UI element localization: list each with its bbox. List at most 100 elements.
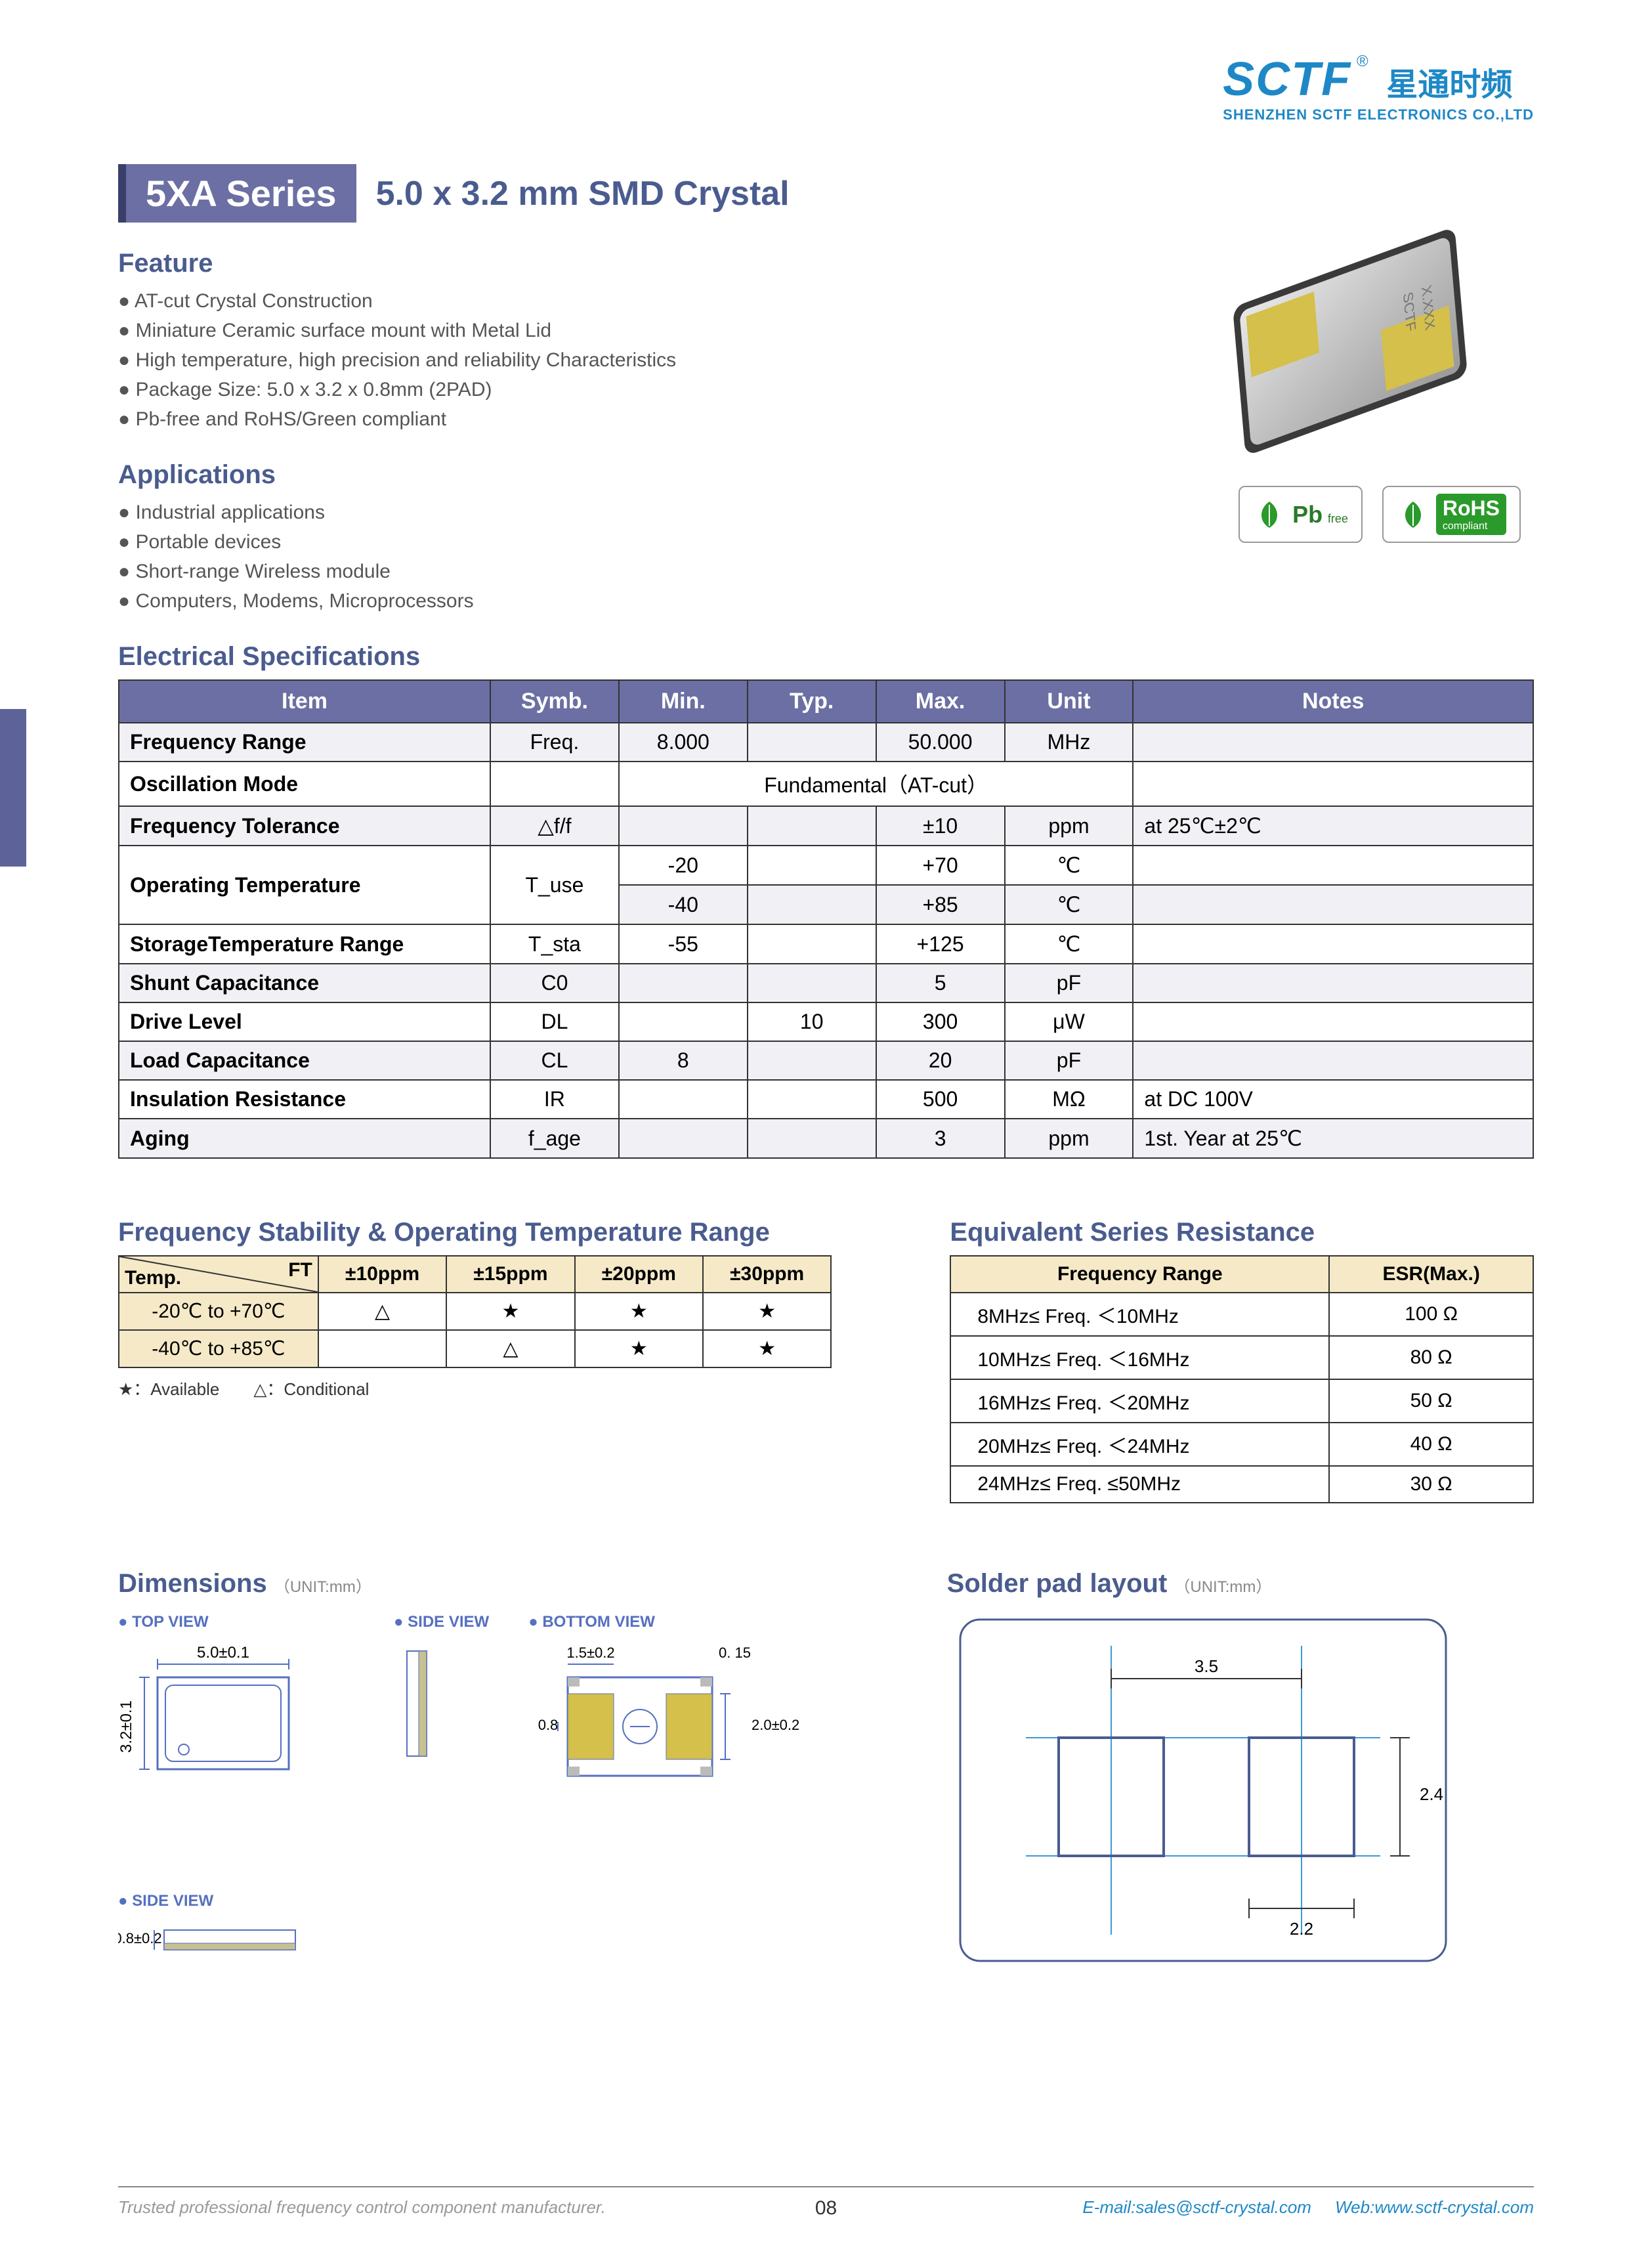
table-cell: ★ [446, 1293, 574, 1330]
table-cell: Shunt Capacitance [119, 964, 490, 1002]
table-cell [1133, 885, 1533, 924]
unit-text-2: （UNIT:mm） [1174, 1578, 1271, 1596]
table-cell: T_sta [490, 924, 619, 964]
side-view-label: ● SIDE VIEW [118, 1892, 354, 1910]
esr-heading: Equivalent Series Resistance [950, 1218, 1534, 1247]
table-cell: 50.000 [876, 723, 1005, 762]
svg-text:3.2±0.1: 3.2±0.1 [118, 1700, 135, 1753]
table-cell: C0 [490, 964, 619, 1002]
table-cell: Frequency Range [119, 723, 490, 762]
table-cell: -40 [619, 885, 748, 924]
rohs-badge: RoHScompliant [1382, 486, 1521, 543]
table-cell: 20MHz≤ Freq. ＜24MHz [950, 1423, 1329, 1466]
leaf-icon [1253, 498, 1286, 531]
table-cell [619, 1002, 748, 1041]
table-cell: StorageTemperature Range [119, 924, 490, 964]
product-image: SCTF X.XXX [1179, 223, 1521, 460]
unit-text: （UNIT:mm） [274, 1578, 371, 1596]
rohs-sub: compliant [1443, 521, 1500, 532]
table-header: Item [119, 680, 490, 723]
table-cell [1133, 846, 1533, 885]
table-cell [748, 1119, 876, 1158]
table-cell: 20 [876, 1041, 1005, 1080]
table-cell: -20℃ to +70℃ [119, 1293, 318, 1330]
table-header: Frequency Range [950, 1256, 1329, 1293]
product-title: 5.0 x 3.2 mm SMD Crystal [376, 174, 790, 213]
table-cell [748, 1041, 876, 1080]
table-cell: ★ [703, 1330, 831, 1367]
table-cell: 5 [876, 964, 1005, 1002]
table-cell: f_age [490, 1119, 619, 1158]
table-cell [748, 885, 876, 924]
bottom-view-diagram: 1.5±0.2 0. 15 [528, 1638, 804, 1835]
table-cell: Load Capacitance [119, 1041, 490, 1080]
table-cell: CL [490, 1041, 619, 1080]
table-cell [318, 1330, 446, 1367]
bottom-view-label: ● BOTTOM VIEW [528, 1613, 804, 1631]
table-cell: 300 [876, 1002, 1005, 1041]
table-cell [490, 762, 619, 806]
svg-text:5.0±0.1: 5.0±0.1 [197, 1644, 249, 1662]
freq-stab-table: FTTemp.±10ppm±15ppm±20ppm±30ppm-20℃ to +… [118, 1255, 832, 1368]
logo-reg: ® [1357, 53, 1368, 70]
table-cell: +125 [876, 924, 1005, 964]
table-cell [748, 1080, 876, 1119]
table-header: Unit [1005, 680, 1133, 723]
table-cell [619, 1119, 748, 1158]
table-cell: -55 [619, 924, 748, 964]
table-cell [1133, 924, 1533, 964]
table-cell: pF [1005, 1041, 1133, 1080]
freq-stab-heading: Frequency Stability & Operating Temperat… [118, 1218, 832, 1247]
table-cell: ppm [1005, 1119, 1133, 1158]
table-cell [1133, 964, 1533, 1002]
table-cell: Freq. [490, 723, 619, 762]
list-item: Computers, Modems, Microprocessors [118, 586, 1534, 616]
table-cell: 8.000 [619, 723, 748, 762]
table-cell: 40 Ω [1329, 1423, 1533, 1466]
table-header: ±10ppm [318, 1256, 446, 1293]
table-cell: 3 [876, 1119, 1005, 1158]
table-cell: T_use [490, 846, 619, 924]
table-cell: at 25℃±2℃ [1133, 806, 1533, 846]
table-header: FTTemp. [119, 1256, 318, 1293]
table-header: Notes [1133, 680, 1533, 723]
table-cell: ★ [575, 1293, 703, 1330]
page-number: 08 [815, 2197, 837, 2220]
table-header: ESR(Max.) [1329, 1256, 1533, 1293]
table-cell [1133, 1041, 1533, 1080]
svg-text:1.5±0.2: 1.5±0.2 [567, 1644, 615, 1661]
table-cell: -20 [619, 846, 748, 885]
table-header: Symb. [490, 680, 619, 723]
table-header: Max. [876, 680, 1005, 723]
table-cell: ℃ [1005, 924, 1133, 964]
table-cell: Aging [119, 1119, 490, 1158]
list-item: Short-range Wireless module [118, 557, 1534, 586]
table-cell: 80 Ω [1329, 1336, 1533, 1379]
solder-pad-heading: Solder pad layout （UNIT:mm） [947, 1569, 1534, 1599]
table-cell: Operating Temperature [119, 846, 490, 924]
dimensions-heading: Dimensions （UNIT:mm） [118, 1569, 881, 1599]
table-cell: IR [490, 1080, 619, 1119]
table-cell: DL [490, 1002, 619, 1041]
table-cell: ℃ [1005, 885, 1133, 924]
table-cell [748, 964, 876, 1002]
table-cell: △ [318, 1293, 446, 1330]
table-header: Min. [619, 680, 748, 723]
table-cell: 8MHz≤ Freq. ＜10MHz [950, 1293, 1329, 1336]
svg-text:0.8: 0.8 [538, 1717, 559, 1733]
logo-chinese: 星通时频 [1386, 68, 1512, 102]
esr-table: Frequency RangeESR(Max.)8MHz≤ Freq. ＜10M… [950, 1255, 1534, 1503]
table-cell: ppm [1005, 806, 1133, 846]
table-cell: Insulation Resistance [119, 1080, 490, 1119]
table-cell: μW [1005, 1002, 1133, 1041]
table-cell: △f/f [490, 806, 619, 846]
svg-text:0. 15: 0. 15 [719, 1644, 751, 1661]
svg-text:2.2: 2.2 [1290, 1919, 1313, 1939]
table-cell: 8 [619, 1041, 748, 1080]
logo-subtitle: SHENZHEN SCTF ELECTRONICS CO.,LTD [1223, 106, 1534, 123]
table-cell: +85 [876, 885, 1005, 924]
table-cell [748, 806, 876, 846]
table-cell [619, 806, 748, 846]
compliance-badges: Pb free RoHScompliant [1239, 486, 1521, 543]
table-cell: 10MHz≤ Freq. ＜16MHz [950, 1336, 1329, 1379]
